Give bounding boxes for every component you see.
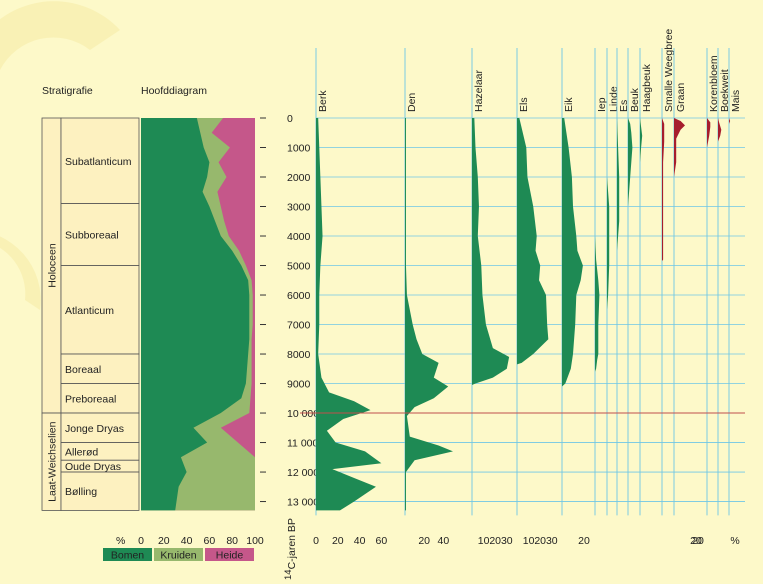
taxon-label: Berk [317,90,329,112]
taxon-tick-label: 0 [313,535,319,547]
taxon-label: Hazelaar [473,69,485,112]
taxon-curve [718,118,722,142]
strat-zone-label: Oude Dryas [65,461,121,473]
strat-zone [60,383,140,414]
taxon-label: Graan [675,83,687,112]
taxon-label: Mais [730,90,742,112]
strat-zone-label: Bølling [65,486,97,498]
taxon-tick-label: 30 [546,535,558,547]
strat-zone-label: Subatlanticum [65,156,132,168]
taxon-curve [729,118,731,124]
main-x-tick-label: 100 [246,535,264,547]
taxon-curve [707,118,711,148]
taxon-curve [662,118,665,262]
strat-zone-label: Allerød [65,446,98,458]
legend-label: Heide [216,550,244,562]
strat-zone-label: Preboreaal [65,393,116,405]
y-axis-label: 14C-jaren BP [283,518,298,580]
y-tick-label: 10 000 [287,408,319,420]
stratigraphy-header: Stratigrafie [42,85,93,97]
taxon-tick-label: 20 [690,535,702,547]
taxon-tick-label: 20 [418,535,430,547]
taxon-curve [472,118,510,386]
taxon-tick-label: 20 [534,535,546,547]
taxon-tick-label: 20 [332,535,344,547]
taxon-label: Es [618,100,630,112]
strat-zone [60,412,140,443]
legend-label: Kruiden [160,550,196,562]
y-tick-label: 8000 [287,349,311,361]
percent-unit: % [116,535,125,547]
strat-group-label: Holoceen [47,243,59,288]
taxon-label: Korenbloem [708,55,720,112]
taxon-tick-label: 10 [523,535,535,547]
taxon-curve [517,118,549,365]
y-tick-label: 5000 [287,261,311,273]
taxon-tick-label: 20 [692,535,704,547]
y-tick-label: 3000 [287,202,311,214]
taxon-tick-label: 60 [376,535,388,547]
y-tick-label: 6000 [287,290,311,302]
taxon-tick-label: 20 [578,535,590,547]
y-tick-label: 4000 [287,231,311,243]
age-axis: 0 1000 2000 3000 4000 5000 6000 7000 8000 9000 10 … [260,113,319,509]
y-tick-label: 2000 [287,172,311,184]
main-diagram-header: Hoofddiagram [141,85,207,97]
taxon-curve [607,118,610,310]
legend-swatch [103,548,152,561]
strat-zone-label: Jonge Dryas [65,423,124,435]
main-x-tick-label: 60 [204,535,216,547]
stratigraphy-column: Holoceen Laat-Weichselien Subatlanticum Sub… [41,117,140,511]
taxon-tick-label: 30 [501,535,513,547]
legend-swatch [154,548,203,561]
main-x-tick-label: 40 [181,535,193,547]
y-tick-label: 1000 [287,143,311,155]
taxon-tick-label: 10 [478,535,490,547]
y-tick-label: 13 000 [287,497,319,509]
taxon-label: Iep [596,97,608,112]
strat-zone [60,203,140,266]
taxon-label: Beuk [629,87,641,112]
legend-label: Bomen [111,550,144,562]
taxon-curve [640,118,643,163]
legend: Bomen Kruiden Heide [103,548,254,562]
strat-zone-label: Boreaal [65,364,101,376]
strat-zone-label: Subboreaal [65,230,119,242]
y-tick-label: 9000 [287,379,311,391]
taxon-tick-label: 20 [489,535,501,547]
strat-zone-label: Atlanticum [65,305,114,317]
taxon-curve [628,118,633,207]
taxon-curve [316,118,382,511]
y-tick-label: 0 [287,113,293,125]
taxon-curve [595,118,600,372]
taxon-tick-label: % [730,535,739,547]
strat-group-label: Laat-Weichselien [47,421,59,502]
y-tick-label: 7000 [287,320,311,332]
strat-zone [60,471,140,511]
taxon-label: Els [518,97,530,112]
taxon-tick-label: 40 [438,535,450,547]
bomen-area [141,118,250,511]
taxon-label: Boekweit [719,69,731,112]
strat-zone [60,353,140,384]
main-diagram: 0 20 40 60 80 100 [138,118,264,547]
y-tick-label: 12 000 [287,467,319,479]
main-x-tick-label: 20 [158,535,170,547]
taxon-label: Haagbeuk [641,63,653,112]
taxon-tick-label: 40 [354,535,366,547]
strat-zone [60,265,140,355]
y-tick-label: 11 000 [287,438,318,450]
legend-swatch [205,548,254,561]
main-x-tick-label: 0 [138,535,144,547]
taxon-curve [674,118,685,178]
taxon-label: Eik [563,97,575,112]
main-x-tick-label: 80 [226,535,238,547]
taxon-curve [562,118,583,387]
taxon-label: Smalle Weegbree [663,29,675,112]
taxon-label: Den [406,93,418,112]
taxon-curve [617,118,620,251]
